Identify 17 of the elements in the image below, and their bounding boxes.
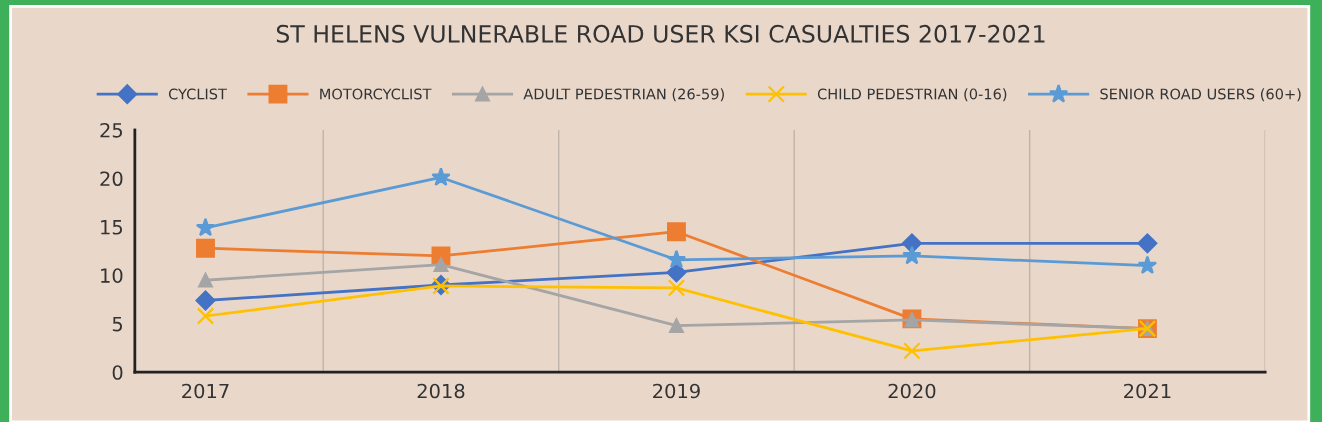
x-tick-label: 2021: [1124, 383, 1171, 399]
y-tick-label: 20: [100, 171, 123, 187]
y-tick-label: 15: [101, 220, 123, 235]
y-tick-label: 25: [100, 122, 123, 138]
y-tick-label: 5: [112, 316, 123, 332]
legend-label: CHILD PEDESTRIAN (0-16): [817, 88, 1007, 102]
legend-label: SENIOR ROAD USERS (60+): [1100, 88, 1301, 102]
x-tick-label: 2019: [653, 383, 700, 399]
y-tick-label: 0: [112, 365, 123, 380]
x-tick-label: 2018: [417, 383, 465, 399]
chart-title: ST HELENS VULNERABLE ROAD USER KSI CASUALTIES 2017-2021: [276, 24, 1045, 43]
legend-label: CYCLIST: [168, 88, 227, 100]
legend-label: MOTORCYCLIST: [320, 88, 432, 100]
y-tick-label: 10: [101, 268, 123, 283]
x-tick-label: 2020: [888, 383, 936, 399]
x-tick-label: 2017: [182, 383, 229, 399]
legend-label: ADULT PEDESTRIAN (26-59): [523, 88, 724, 102]
